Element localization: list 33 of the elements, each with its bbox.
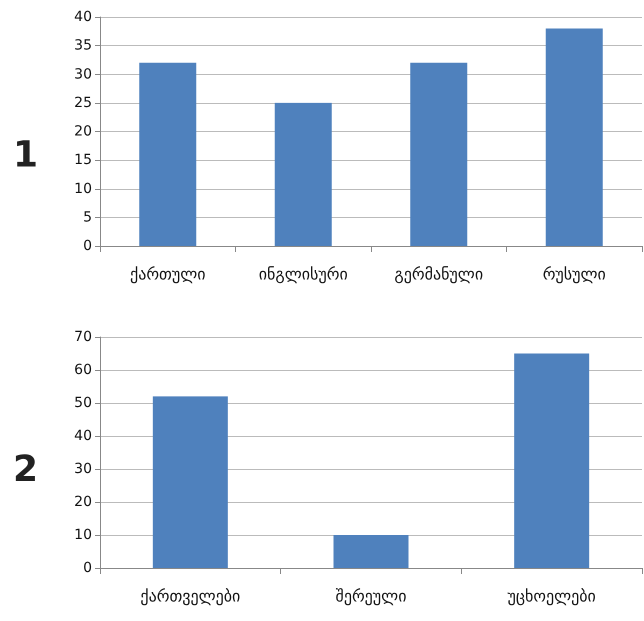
x-tick-label: ქართული — [130, 264, 206, 284]
y-tick-label: 0 — [83, 238, 92, 254]
y-tick-label: 10 — [74, 527, 92, 543]
y-tick-label: 35 — [74, 38, 92, 54]
bar — [546, 28, 603, 246]
bar — [152, 396, 228, 568]
y-tick-label: 20 — [74, 124, 92, 140]
y-tick-label: 50 — [74, 395, 92, 411]
bar — [410, 62, 468, 246]
x-tick-label: ინგლისური — [258, 264, 348, 284]
bar — [274, 102, 332, 246]
text: 2 — [13, 449, 38, 490]
bar — [334, 535, 408, 568]
y-tick-label: 40 — [74, 9, 92, 25]
y-tick-label: 40 — [74, 428, 92, 444]
x-tick-label: რუსული — [542, 264, 606, 284]
y-tick-label: 10 — [74, 180, 92, 197]
bar — [514, 354, 590, 568]
x-tick-label: ქართველები — [140, 586, 240, 606]
x-tick-label: გერმანული — [394, 264, 484, 284]
x-tick-label: შერეული — [336, 586, 406, 606]
y-tick-label: 20 — [74, 494, 92, 510]
y-tick-label: 0 — [83, 560, 92, 576]
y-tick-label: 30 — [74, 461, 92, 477]
y-tick-label: 25 — [74, 94, 92, 111]
y-tick-label: 15 — [74, 152, 92, 168]
x-tick-label: უცხოელები — [508, 586, 596, 606]
y-tick-label: 5 — [83, 209, 92, 226]
text: 1 — [13, 134, 38, 176]
y-tick-label: 70 — [74, 329, 92, 345]
bar — [139, 62, 196, 246]
y-tick-label: 30 — [74, 66, 92, 82]
y-tick-label: 60 — [74, 362, 92, 378]
